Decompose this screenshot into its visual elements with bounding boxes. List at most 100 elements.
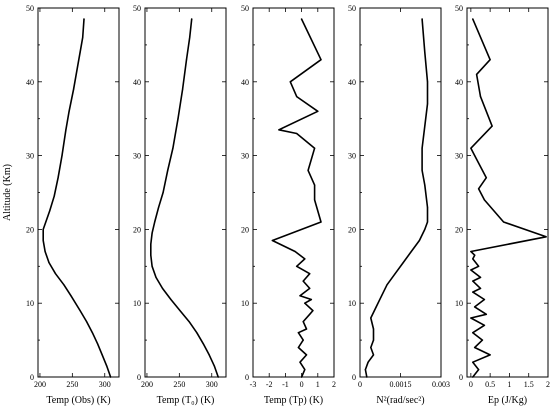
data-point — [296, 96, 298, 98]
data-point — [161, 287, 164, 289]
profile-line-series-1 — [364, 18, 429, 378]
data-point — [309, 273, 311, 275]
x-tick-label: 300 — [206, 380, 218, 389]
data-point — [370, 346, 372, 349]
data-point — [296, 132, 298, 135]
data-point — [481, 339, 483, 341]
data-point — [289, 81, 291, 83]
data-point — [314, 184, 316, 186]
x-tick-label: 0 — [469, 380, 473, 389]
data-point — [366, 376, 368, 378]
x-tick-label: 0.003 — [432, 380, 450, 389]
x-axis-title: Temp (Obs) (K) — [46, 395, 110, 406]
data-point — [83, 18, 85, 20]
y-tick-label: 40 — [241, 78, 249, 87]
data-point — [320, 59, 322, 61]
data-point — [54, 273, 57, 275]
y-tick-label: 20 — [133, 225, 141, 234]
y-tick-label: 40 — [455, 78, 463, 87]
data-point — [472, 361, 474, 363]
data-point — [42, 228, 44, 230]
x-tick-label: 1.5 — [524, 380, 534, 389]
data-point — [372, 339, 375, 341]
data-point — [317, 110, 319, 112]
data-point — [150, 243, 152, 245]
data-point — [470, 250, 472, 253]
data-point — [421, 18, 423, 20]
data-point — [320, 221, 322, 223]
data-point — [418, 239, 420, 242]
data-point — [297, 346, 299, 349]
y-tick-label: 10 — [26, 299, 34, 308]
data-point — [299, 361, 301, 363]
data-point — [53, 195, 55, 197]
data-point — [426, 81, 429, 83]
y-tick-label: 10 — [241, 299, 249, 308]
y-tick-label: 40 — [348, 78, 356, 87]
data-point — [421, 147, 423, 149]
data-point — [479, 287, 482, 289]
x-tick-label: 0 — [300, 380, 304, 389]
y-tick-label: 50 — [26, 4, 34, 13]
data-point — [470, 147, 472, 149]
data-point — [479, 276, 482, 278]
data-point — [426, 221, 429, 223]
data-point — [82, 36, 84, 39]
profile-line-series-1 — [470, 18, 547, 378]
y-tick-label: 50 — [133, 4, 141, 13]
x-tick-label: -3 — [250, 380, 257, 389]
data-point — [297, 332, 299, 334]
panel-frame — [252, 7, 335, 378]
data-point — [179, 310, 181, 312]
data-point — [305, 328, 308, 330]
data-point — [188, 321, 190, 323]
x-axis-title: N²(rad/sec²) — [376, 395, 424, 406]
data-point — [301, 18, 303, 20]
data-point — [485, 177, 487, 179]
data-point — [307, 169, 309, 171]
panel-4: 0 10 20 30 40 50 0 0.0015 0.003 N²(rad/sec²) — [348, 4, 450, 406]
y-tick-label: 40 — [26, 78, 34, 87]
data-point — [208, 354, 210, 356]
y-tick-label: 30 — [455, 152, 463, 161]
data-point — [196, 332, 198, 334]
data-point — [170, 298, 172, 301]
data-point — [310, 298, 312, 301]
x-tick-label: 250 — [173, 380, 185, 389]
data-point — [167, 169, 169, 171]
data-point — [483, 324, 485, 326]
data-point — [76, 66, 79, 68]
data-point — [213, 365, 215, 367]
data-point — [191, 18, 193, 20]
data-point — [503, 221, 505, 223]
x-axis-title: Temp (T₀) (K) — [157, 395, 215, 406]
profile-line-series-1 — [42, 18, 112, 378]
y-tick-label: 30 — [241, 152, 249, 161]
data-point — [151, 232, 153, 234]
data-point — [302, 339, 304, 341]
data-point — [474, 306, 476, 308]
panel-2: 0 10 20 30 40 50 200 250 300 Temp (T₀) (K) — [133, 4, 227, 406]
data-point — [304, 258, 306, 260]
data-point — [271, 239, 273, 242]
x-tick-label: -2 — [266, 380, 273, 389]
data-point — [426, 103, 429, 105]
data-point — [217, 376, 219, 378]
y-tick-label: 30 — [133, 152, 141, 161]
data-point — [426, 206, 429, 208]
data-point — [470, 317, 472, 319]
data-point — [478, 188, 480, 190]
data-point — [424, 51, 426, 53]
y-tick-label: 0 — [459, 373, 463, 382]
data-point — [478, 369, 480, 371]
data-point — [424, 125, 426, 127]
y-tick-label: 40 — [133, 78, 141, 87]
y-tick-label: 30 — [26, 152, 34, 161]
y-tick-label: 20 — [26, 225, 34, 234]
x-axis-title: Temp (Tp) (K) — [264, 395, 323, 406]
data-point — [470, 269, 472, 271]
data-point — [110, 376, 112, 378]
data-point — [91, 332, 93, 334]
data-point — [304, 302, 306, 304]
